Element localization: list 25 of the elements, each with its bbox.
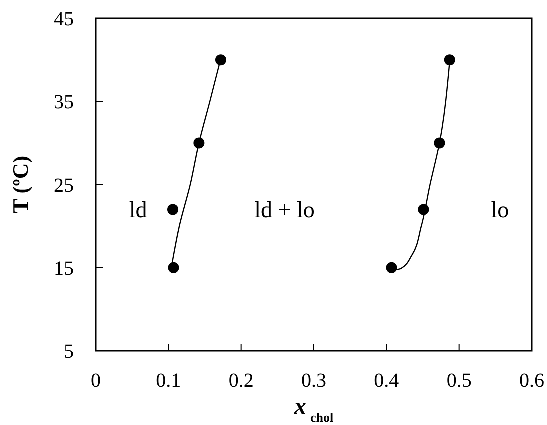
annotation: ld + lo — [254, 198, 315, 223]
point — [168, 262, 180, 274]
x-tick-label: 0.5 — [446, 370, 472, 392]
y-tick-label: 25 — [54, 174, 74, 197]
y-axis-title: T (ºC) — [8, 156, 33, 214]
x-tick-label: 0.3 — [302, 370, 326, 392]
point — [215, 54, 226, 66]
x-tick-label: 0.6 — [520, 370, 544, 392]
y-tick-label: 45 — [54, 8, 74, 30]
x-tick-label: 0.2 — [228, 370, 254, 392]
point — [386, 262, 398, 274]
y-tick-label: 15 — [54, 258, 74, 280]
point — [418, 204, 430, 216]
y-tick-label: 5 — [64, 341, 74, 363]
x-axis-title: x$_{chol}$ — [293, 394, 334, 424]
x-tick-label: 0.4 — [374, 370, 400, 392]
x-tick-label: 0 — [91, 370, 101, 392]
point — [194, 138, 205, 149]
point — [168, 204, 179, 216]
y-tick-label: 35 — [54, 92, 74, 114]
annotation: ld — [129, 198, 148, 223]
point — [444, 54, 456, 66]
point — [434, 138, 446, 149]
x-tick-label: 0.1 — [156, 370, 182, 392]
annotation: lo — [491, 198, 510, 223]
